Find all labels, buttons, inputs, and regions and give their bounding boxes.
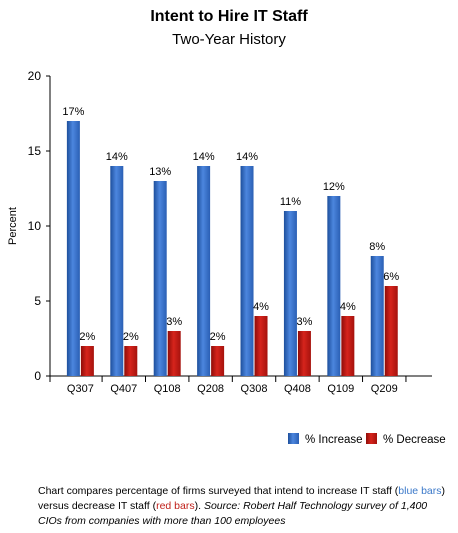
bar-label-decrease-q307: 2% [79,331,95,343]
chart-caption: Chart compares percentage of firms surve… [38,484,450,529]
bar-increase-q109 [327,196,341,376]
y-tick-label: 20 [28,69,42,83]
bar-increase-q308 [240,166,254,376]
bar-increase-q208 [197,166,211,376]
legend-label-decrease: % Decrease [383,434,446,446]
bar-decrease-q208 [211,346,225,376]
x-tick-label-q308: Q308 [241,383,268,395]
y-tick-label: 10 [28,219,42,233]
x-tick-label-q208: Q208 [197,383,224,395]
bar-label-increase-q109: 12% [323,181,345,193]
bar-increase-q108 [153,181,167,376]
bar-label-decrease-q408: 3% [296,316,312,328]
x-tick-label-q408: Q408 [284,383,311,395]
y-tick-label: 5 [34,294,41,308]
bar-decrease-q109 [341,316,355,376]
bar-label-decrease-q308: 4% [253,301,269,313]
legend-label-increase: % Increase [305,434,363,446]
x-tick-label-q108: Q108 [154,383,181,395]
bar-decrease-q209 [384,286,398,376]
bar-chart: 0 5 10 15 20 Percent 17% 2% 14% 2% 13% 3% 14% 2% 14% 4… [7,69,446,446]
bar-label-decrease-q407: 2% [123,331,139,343]
chart-subtitle: Two-Year History [172,31,286,48]
bar-label-increase-q308: 14% [236,151,258,163]
y-axis-label: Percent [7,207,19,245]
bar-label-increase-q209: 8% [369,241,385,253]
caption-red-term: red bars [156,500,195,512]
bar-increase-q209 [370,256,384,376]
caption-text-2: ) versus decrease IT staff ( [38,485,445,512]
bar-decrease-q307 [80,346,94,376]
y-tick-label: 15 [28,144,42,158]
caption-blue-term: blue bars [398,485,442,497]
caption-text-1: Chart compares percentage of firms surve… [38,485,399,497]
bar-label-decrease-q208: 2% [210,331,226,343]
bar-increase-q407 [110,166,124,376]
legend-swatch-decrease [366,433,377,444]
y-tick-label: 0 [34,369,41,383]
bar-label-increase-q108: 13% [149,166,171,178]
bar-label-increase-q208: 14% [193,151,215,163]
bar-label-increase-q307: 17% [62,106,84,118]
x-tick-label-q407: Q407 [110,383,137,395]
x-tick-label-q307: Q307 [67,383,94,395]
x-tick-label-q209: Q209 [371,383,398,395]
bar-label-decrease-q109: 4% [340,301,356,313]
bar-label-decrease-q209: 6% [383,271,399,283]
bar-decrease-q408 [297,331,311,376]
bar-label-increase-q408: 11% [280,196,301,208]
chart-title: Intent to Hire IT Staff [150,8,308,25]
bar-increase-q307 [66,121,80,376]
bar-increase-q408 [283,211,297,376]
bar-decrease-q407 [124,346,138,376]
bar-label-increase-q407: 14% [106,151,128,163]
bar-decrease-q308 [254,316,268,376]
bar-decrease-q108 [167,331,181,376]
legend-swatch-increase [288,433,299,444]
caption-source: Source: Robert Half Technology survey of… [38,500,428,527]
x-tick-label-q109: Q109 [327,383,354,395]
bar-label-decrease-q108: 3% [166,316,182,328]
caption-text-3: ). [194,500,204,512]
